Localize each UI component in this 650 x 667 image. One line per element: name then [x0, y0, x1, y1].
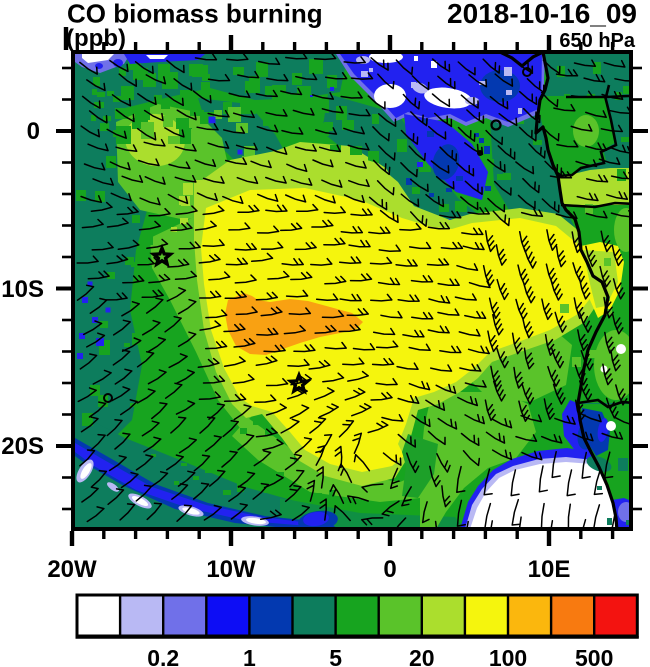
svg-text:0.2: 0.2	[147, 645, 179, 667]
svg-text:CO biomass burning: CO biomass burning	[67, 0, 323, 29]
svg-text:0: 0	[383, 556, 396, 583]
svg-text:10E: 10E	[528, 556, 571, 583]
svg-text:5: 5	[329, 645, 342, 667]
svg-text:650 hPa: 650 hPa	[559, 30, 635, 52]
svg-text:20: 20	[409, 645, 435, 667]
svg-text:500: 500	[575, 645, 613, 667]
svg-text:(ppb): (ppb)	[66, 25, 126, 52]
svg-text:20S: 20S	[1, 433, 44, 460]
svg-text:100: 100	[489, 645, 527, 667]
svg-text:10W: 10W	[206, 556, 256, 583]
svg-text:2018-10-16_09: 2018-10-16_09	[447, 0, 637, 29]
svg-text:10S: 10S	[1, 276, 44, 303]
svg-text:0: 0	[27, 118, 40, 145]
svg-text:20W: 20W	[47, 556, 97, 583]
svg-text:1: 1	[243, 645, 256, 667]
